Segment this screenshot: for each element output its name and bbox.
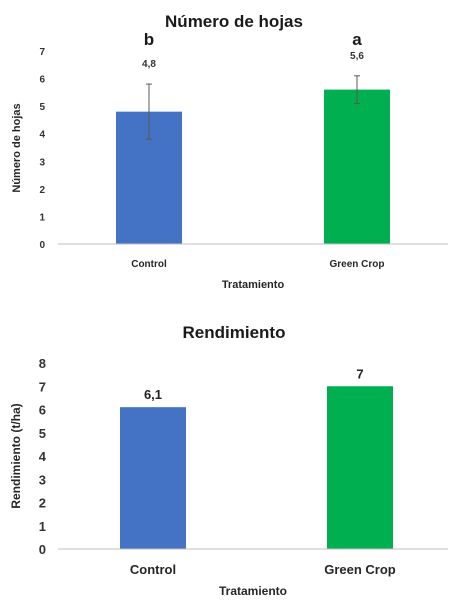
chart2-y-axis-title: Rendimiento (t/ha) — [9, 403, 23, 508]
chart1-y-tick-label: 3 — [39, 157, 45, 168]
chart2-y-tick-label: 6 — [39, 403, 46, 418]
chart2-y-tick-label: 0 — [39, 542, 46, 557]
chart1-y-tick-label: 0 — [39, 240, 45, 251]
chart2-y-tick-label: 1 — [39, 519, 46, 534]
chart2-bar-control — [120, 407, 186, 549]
chart1-significance-letter: b — [144, 30, 154, 49]
chart1-error-bar — [146, 83, 152, 140]
chart1-y-axis-title: Número de hojas — [11, 103, 23, 192]
chart1-bar-green-crop — [324, 89, 390, 244]
chart1-y-tick-label: 7 — [39, 47, 45, 58]
chart1-y-tick-label: 6 — [39, 75, 45, 86]
chart2-category-label: Control — [130, 562, 176, 577]
chart1-y-tick-label: 1 — [39, 212, 45, 223]
chart1-y-tick-label: 4 — [39, 130, 45, 141]
chart1-value-label: 5,6 — [350, 51, 364, 62]
chart2-value-label: 7 — [356, 366, 363, 381]
chart1-y-tick-label: 2 — [39, 185, 45, 196]
chart2-y-tick-label: 2 — [39, 496, 46, 511]
chart1-category-label: Green Crop — [329, 259, 384, 270]
chart-leaves: Número de hojas Número de hojas Tratamie… — [11, 12, 448, 291]
chart2-value-label: 6,1 — [144, 387, 162, 402]
chart2-y-tick-label: 4 — [39, 449, 47, 464]
chart1-x-axis-title: Tratamiento — [222, 279, 285, 291]
chart2-x-axis-title: Tratamiento — [219, 584, 287, 598]
chart2-y-tick-label: 5 — [39, 426, 46, 441]
chart2-y-tick-label: 3 — [39, 472, 46, 487]
chart1-y-tick-label: 5 — [39, 102, 45, 113]
chart1-title: Número de hojas — [165, 12, 303, 31]
chart1-significance-letter: a — [352, 30, 362, 49]
chart2-title: Rendimiento — [183, 323, 286, 342]
chart2-y-tick-label: 7 — [39, 379, 46, 394]
chart2-category-label: Green Crop — [324, 562, 396, 577]
chart-yield: Rendimiento Rendimiento (t/ha) Tratamien… — [9, 323, 448, 598]
chart1-category-label: Control — [131, 259, 167, 270]
chart2-bar-green-crop — [327, 386, 393, 549]
chart1-error-bar — [354, 75, 360, 104]
chart1-value-label: 4,8 — [142, 59, 156, 70]
chart2-y-tick-label: 8 — [39, 356, 46, 371]
